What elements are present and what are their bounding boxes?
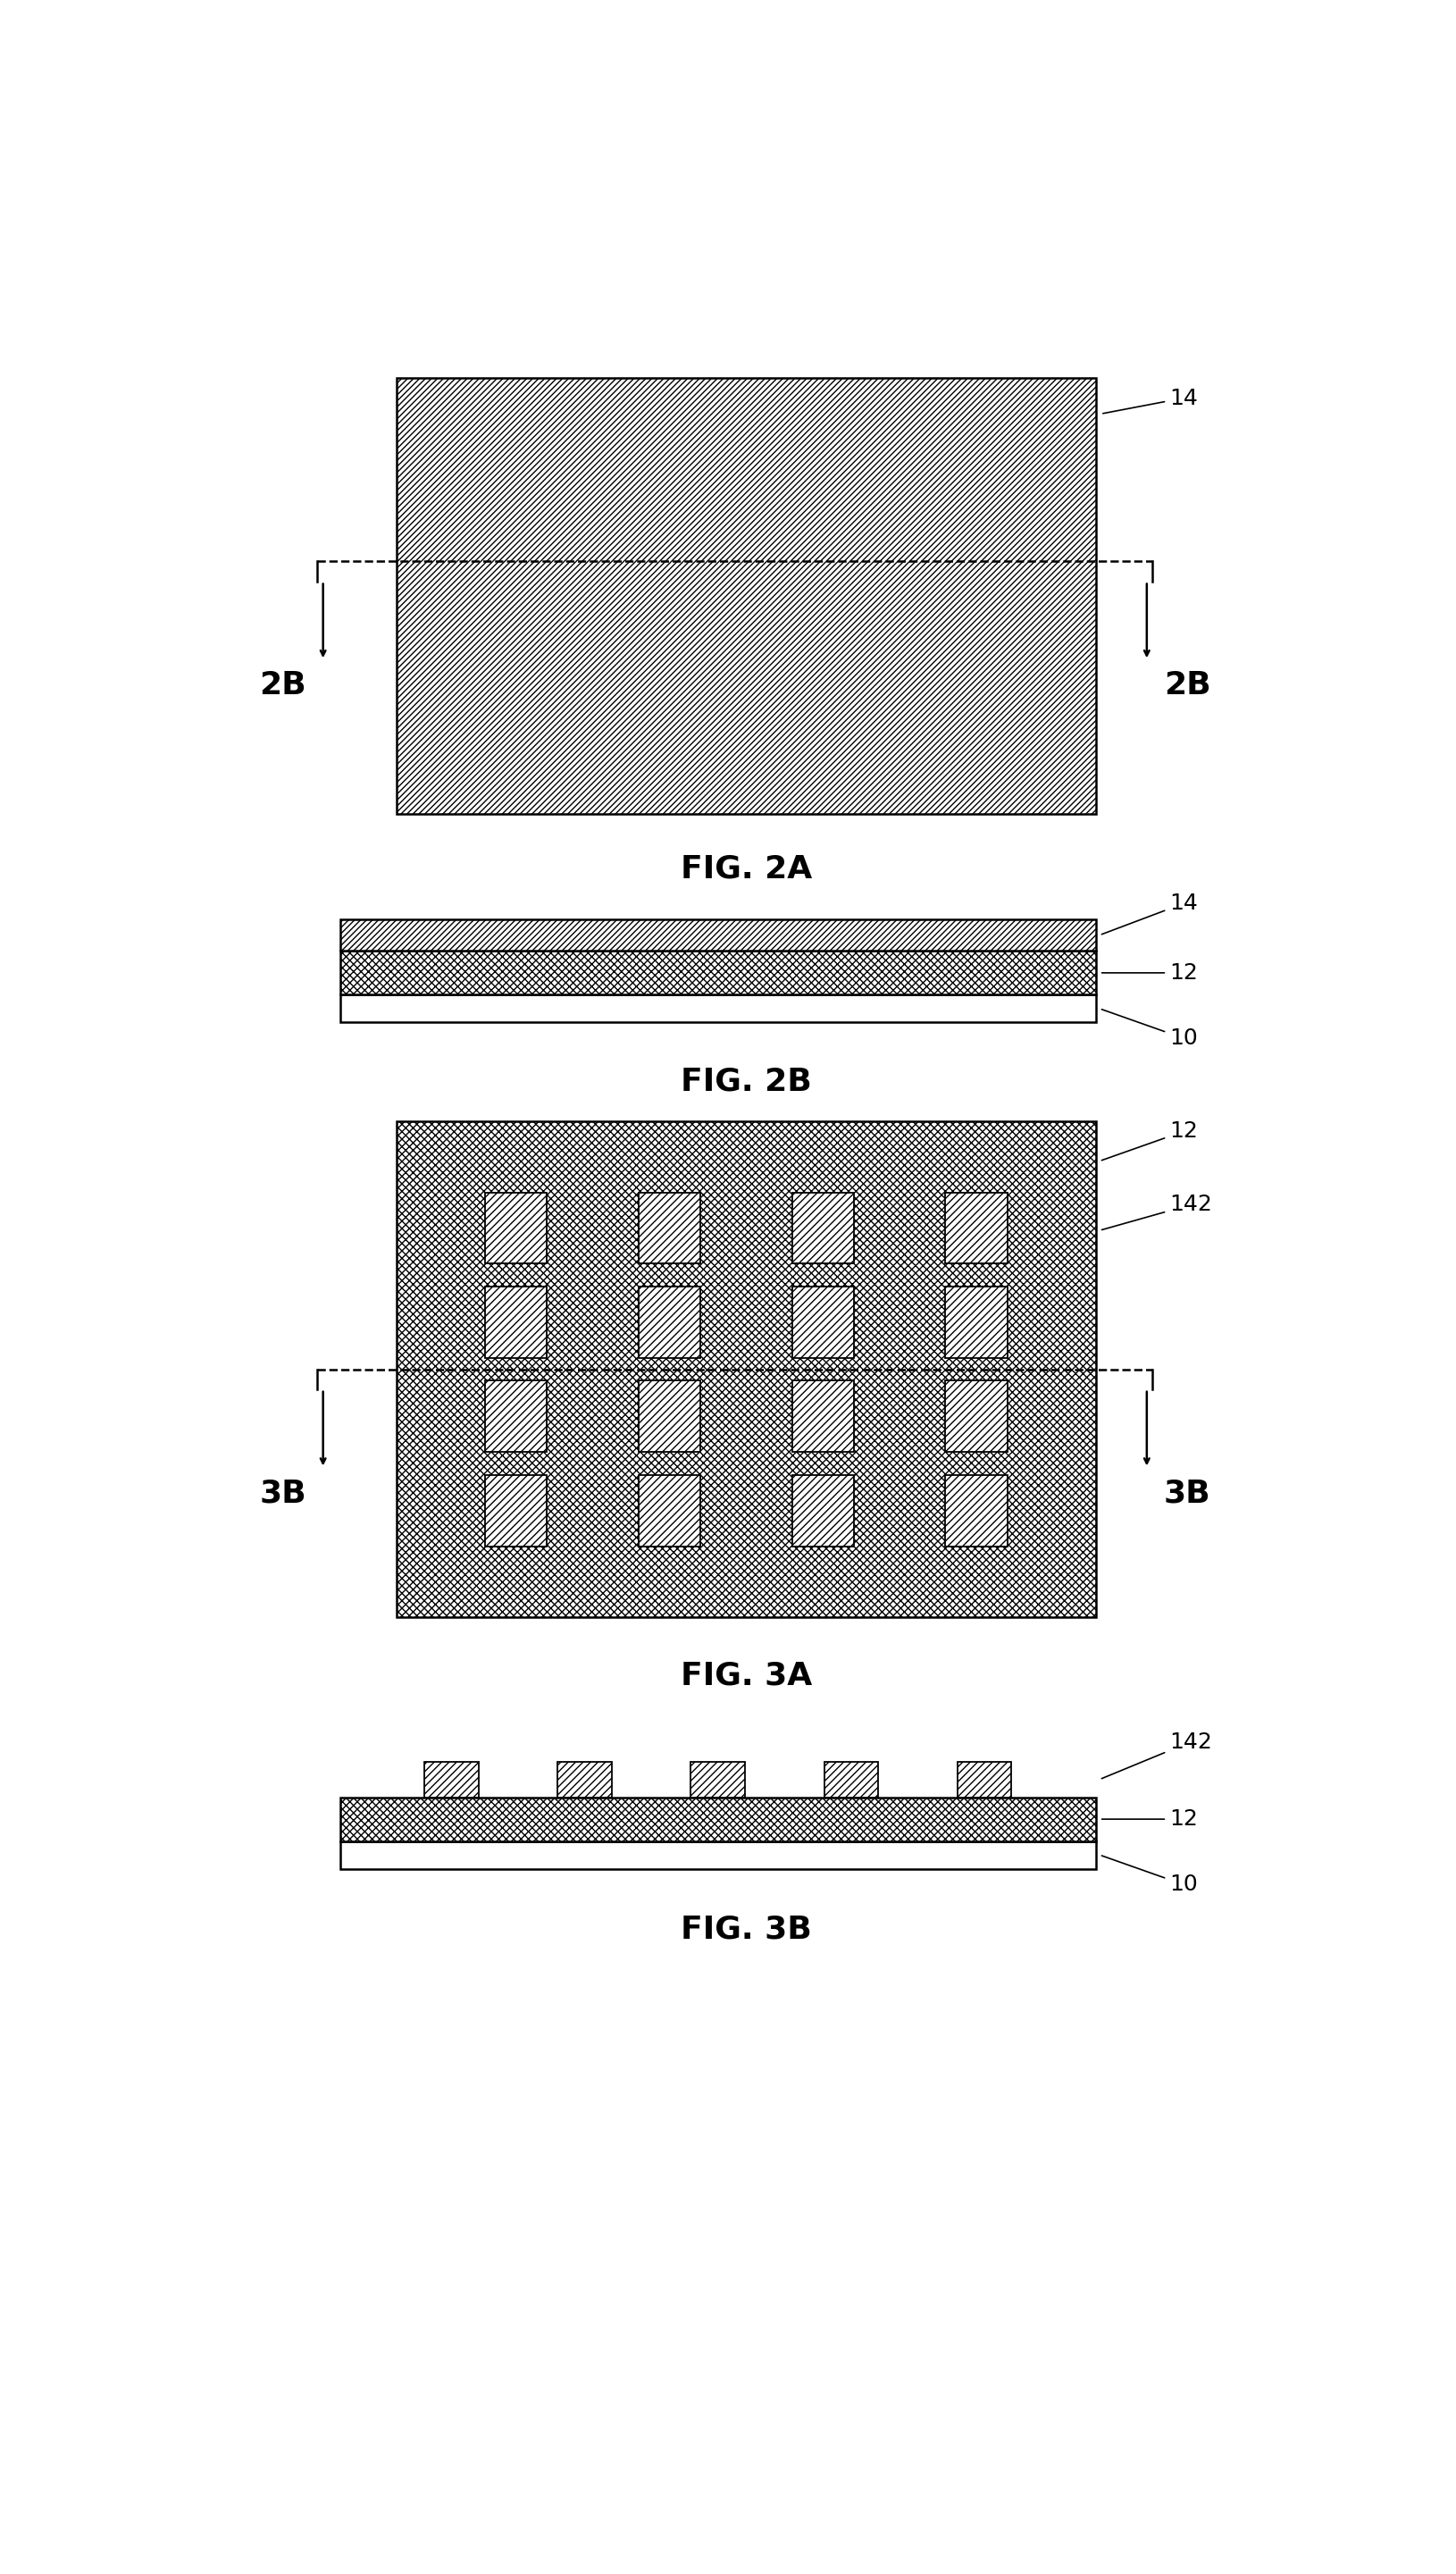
Bar — [945, 1192, 1008, 1264]
Bar — [638, 1380, 700, 1452]
Text: 10: 10 — [1102, 1009, 1198, 1050]
Text: 2B: 2B — [1163, 669, 1211, 700]
Bar — [425, 1761, 479, 1797]
Text: 142: 142 — [1102, 1732, 1211, 1779]
Bar — [558, 1761, 612, 1797]
Text: 3B: 3B — [1163, 1477, 1211, 1508]
Text: 12: 12 — [1102, 963, 1198, 983]
Bar — [341, 994, 1096, 1022]
Text: FIG. 2A: FIG. 2A — [680, 855, 812, 885]
Bar — [485, 1192, 547, 1264]
Text: 12: 12 — [1102, 1810, 1198, 1830]
Text: 142: 142 — [1102, 1194, 1211, 1230]
Bar — [341, 1797, 1096, 1840]
Text: 12: 12 — [1102, 1120, 1198, 1161]
Text: 14: 14 — [1102, 893, 1198, 934]
Bar — [957, 1761, 1012, 1797]
Bar — [396, 378, 1096, 813]
Bar — [945, 1287, 1008, 1359]
Bar — [792, 1475, 855, 1547]
Text: 10: 10 — [1102, 1856, 1198, 1894]
Bar — [692, 1761, 745, 1797]
Text: 3B: 3B — [259, 1477, 306, 1508]
Bar — [792, 1192, 855, 1264]
Text: 2B: 2B — [259, 669, 306, 700]
Bar — [792, 1380, 855, 1452]
Text: 14: 14 — [1104, 386, 1198, 414]
Bar — [341, 1840, 1096, 1869]
Bar — [638, 1287, 700, 1359]
Text: FIG. 3A: FIG. 3A — [680, 1660, 812, 1691]
Bar — [341, 950, 1096, 994]
Bar — [945, 1475, 1008, 1547]
Text: FIG. 2B: FIG. 2B — [680, 1066, 812, 1097]
Bar — [341, 919, 1096, 950]
Bar — [824, 1761, 878, 1797]
Bar — [396, 1122, 1096, 1616]
Bar — [485, 1475, 547, 1547]
Bar — [485, 1380, 547, 1452]
Bar — [945, 1380, 1008, 1452]
Bar — [638, 1475, 700, 1547]
Bar — [638, 1192, 700, 1264]
Text: FIG. 3B: FIG. 3B — [680, 1915, 812, 1946]
Bar — [485, 1287, 547, 1359]
Bar — [792, 1287, 855, 1359]
